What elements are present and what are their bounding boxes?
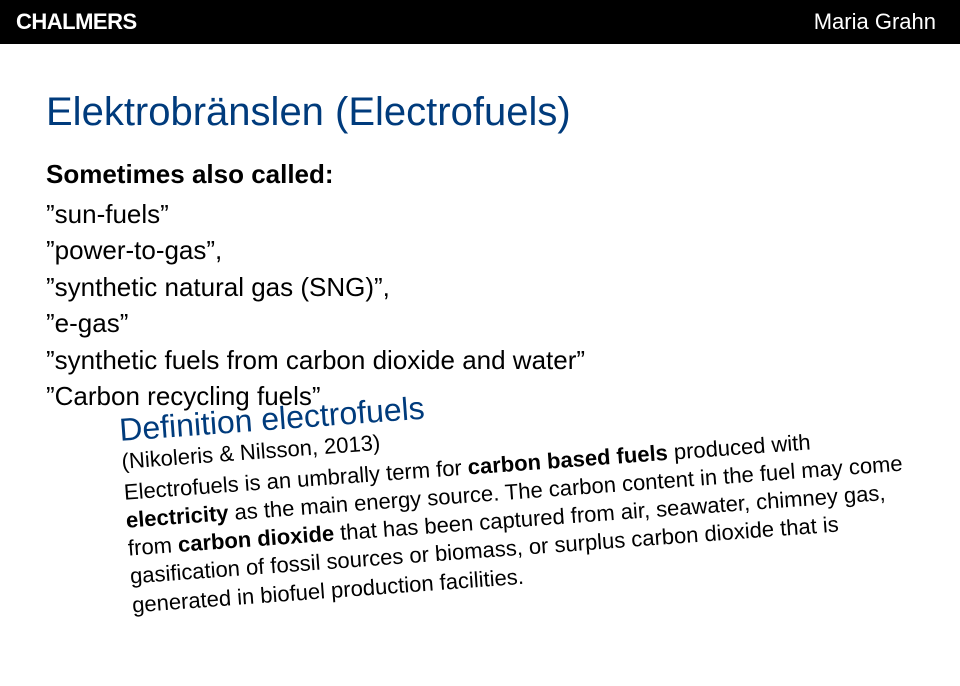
subtitle: Sometimes also called: — [46, 159, 914, 190]
called-item: ”synthetic natural gas (SNG)”, — [46, 269, 914, 305]
chalmers-logo: CHALMERS — [16, 9, 137, 35]
slide-title: Elektrobränslen (Electrofuels) — [46, 90, 914, 135]
header-bar: CHALMERS Maria Grahn — [0, 0, 960, 44]
called-item: ”sun-fuels” — [46, 196, 914, 232]
presenter-name: Maria Grahn — [814, 9, 936, 35]
called-item: ”e-gas” — [46, 305, 914, 341]
def-bold: electricity — [125, 500, 229, 532]
called-item: ”power-to-gas”, — [46, 232, 914, 268]
